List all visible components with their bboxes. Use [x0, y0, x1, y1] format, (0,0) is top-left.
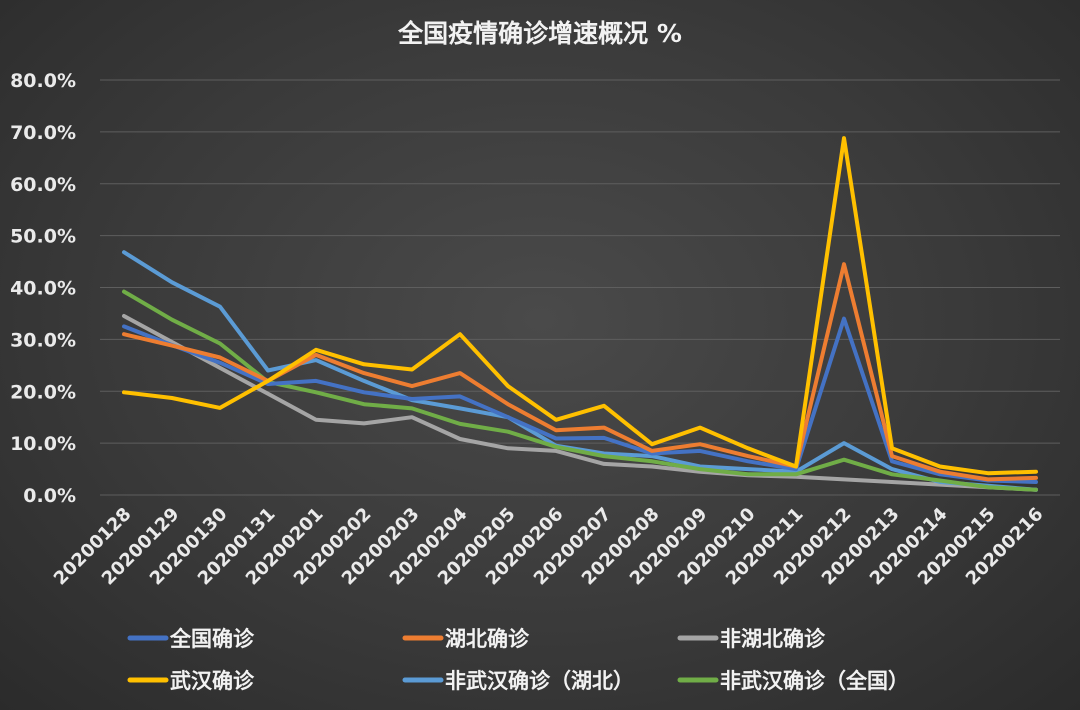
y-tick-label: 60.0%	[10, 174, 76, 196]
y-tick-label: 70.0%	[10, 122, 76, 144]
y-axis-ticks: 0.0% 10.0% 20.0% 30.0% 40.0% 50.0% 60.0% 70.0% 8…	[10, 70, 76, 507]
y-tick-label: 80.0%	[10, 70, 76, 92]
legend-label: 非武汉确诊（全国）	[720, 669, 909, 693]
y-tick-label: 40.0%	[10, 278, 76, 300]
chart-title: 全国疫情确诊增速概况 %	[397, 19, 682, 48]
legend-label: 非武汉确诊（湖北）	[445, 669, 634, 693]
series-lines	[122, 136, 1038, 492]
legend-label: 非湖北确诊	[720, 627, 826, 651]
y-tick-label: 10.0%	[10, 433, 76, 455]
legend-label: 武汉确诊	[170, 669, 255, 693]
series-line-1	[122, 262, 1038, 482]
series-line-2	[122, 314, 1038, 492]
legend-label: 湖北确诊	[445, 627, 530, 651]
y-tick-label: 20.0%	[10, 381, 76, 403]
y-tick-label: 30.0%	[10, 329, 76, 351]
x-axis-ticks: 2020012820200129202001302020013120200201…	[50, 504, 1048, 590]
series-line-3	[122, 136, 1038, 476]
series-line-0	[122, 316, 1038, 484]
grid	[100, 79, 1060, 496]
y-tick-label: 50.0%	[10, 226, 76, 248]
y-tick-label: 0.0%	[23, 485, 76, 507]
legend-label: 全国确诊	[169, 627, 255, 651]
